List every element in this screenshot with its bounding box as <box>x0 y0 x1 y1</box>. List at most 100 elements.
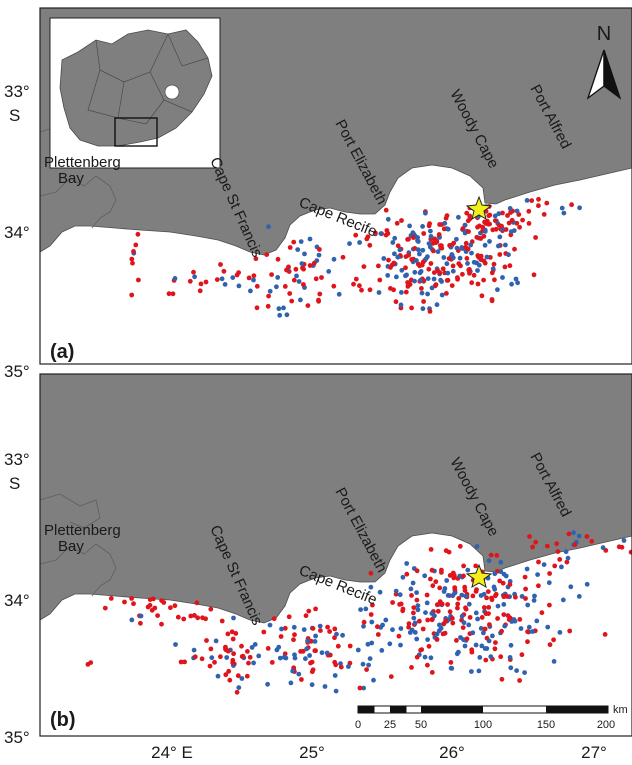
sighting-point <box>375 632 381 637</box>
sighting-point <box>247 654 253 660</box>
sighting-point <box>454 245 460 251</box>
scale-unit: km <box>613 704 628 716</box>
sighting-point <box>425 662 430 668</box>
sighting-point <box>88 660 94 665</box>
sighting-point <box>616 544 622 550</box>
sighting-point <box>298 297 303 303</box>
sighting-point <box>466 229 471 235</box>
sighting-point <box>500 210 505 216</box>
sighting-point <box>445 277 451 283</box>
sighting-point <box>486 638 492 644</box>
sighting-point <box>308 638 314 644</box>
sighting-point <box>313 633 318 639</box>
sighting-point <box>236 685 242 690</box>
sighting-point <box>415 607 421 613</box>
sighting-point <box>489 595 494 601</box>
sighting-point <box>266 224 271 230</box>
sighting-point <box>536 559 541 565</box>
sighting-point <box>469 647 475 653</box>
sighting-point <box>359 287 364 293</box>
sighting-point <box>436 232 442 237</box>
sighting-point <box>426 643 432 649</box>
sighting-point <box>385 273 391 278</box>
sighting-point <box>441 589 447 594</box>
place-plettenberg: Plettenberg <box>44 154 121 171</box>
sighting-point <box>464 636 470 642</box>
sighting-point <box>479 643 485 649</box>
sighting-point <box>219 618 225 624</box>
sighting-point <box>551 637 556 643</box>
sighting-point <box>501 602 507 607</box>
sighting-point <box>130 260 135 266</box>
sighting-point <box>305 303 311 308</box>
sighting-points-a <box>129 196 582 318</box>
panel-b-label: (b) <box>50 709 76 731</box>
sighting-point <box>377 277 383 283</box>
sighting-point <box>203 616 209 622</box>
sighting-point <box>371 677 376 683</box>
sighting-point <box>412 269 418 275</box>
sighting-point <box>442 630 448 636</box>
sighting-point <box>487 239 492 244</box>
sighting-point <box>301 282 306 287</box>
sighting-point <box>577 205 582 211</box>
lat-tick-35-b: 35° <box>4 728 30 747</box>
sighting-point <box>309 669 315 675</box>
sighting-point <box>397 247 403 253</box>
sighting-point <box>248 288 253 294</box>
sighting-point <box>129 617 135 623</box>
sighting-point <box>313 606 318 612</box>
sighting-point <box>529 198 535 204</box>
sighting-point <box>496 243 501 249</box>
sighting-point <box>484 254 490 260</box>
sighting-point <box>508 642 514 648</box>
sighting-point <box>309 659 315 665</box>
sighting-point <box>415 235 420 240</box>
sighting-point <box>194 600 200 606</box>
sighting-point <box>269 272 274 277</box>
sighting-point <box>364 236 370 242</box>
sighting-point <box>475 616 480 622</box>
sighting-point <box>481 630 486 636</box>
sighting-point <box>552 563 558 569</box>
sighting-point <box>410 230 416 236</box>
sighting-point <box>424 600 430 606</box>
sighting-point <box>304 646 309 652</box>
sighting-point <box>427 221 432 227</box>
sighting-point <box>295 247 301 253</box>
sighting-point <box>486 558 492 564</box>
sighting-point <box>463 240 469 246</box>
sighting-point <box>514 668 519 673</box>
sighting-point <box>479 293 485 299</box>
sighting-point <box>508 665 514 671</box>
sighting-point <box>367 287 373 293</box>
sighting-point <box>495 603 501 609</box>
sighting-point <box>306 608 312 614</box>
sighting-point <box>370 602 375 608</box>
sighting-point <box>336 291 342 297</box>
sighting-point <box>478 253 484 259</box>
sighting-point <box>459 592 465 598</box>
sighting-point <box>234 689 240 695</box>
longitude-axis: 24° E 25° 26° 27° <box>151 743 607 762</box>
sighting-point <box>535 572 540 577</box>
sighting-point <box>433 282 439 287</box>
sighting-point <box>265 646 271 651</box>
sighting-points-b <box>85 530 632 695</box>
sighting-point <box>530 629 535 634</box>
lat-tick-35-a: 35° <box>4 362 30 381</box>
sighting-point <box>373 230 378 236</box>
sighting-point <box>138 613 144 619</box>
sighting-point <box>332 659 338 665</box>
scale-label-150: 150 <box>537 719 555 731</box>
sighting-point <box>269 660 275 665</box>
sighting-point <box>461 563 466 569</box>
sighting-point <box>420 306 426 312</box>
sighting-point <box>487 212 493 218</box>
sighting-point <box>251 660 256 666</box>
sighting-point <box>404 272 409 278</box>
sighting-point <box>187 278 193 284</box>
sighting-point <box>492 277 497 283</box>
sighting-point <box>454 236 459 242</box>
